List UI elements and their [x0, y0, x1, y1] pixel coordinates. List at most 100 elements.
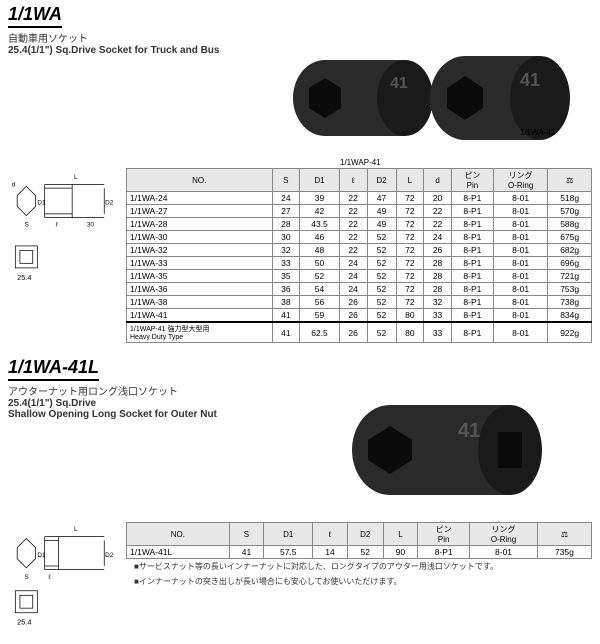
table-cell: 80 [396, 322, 424, 343]
table-row: 1/1WA-353552245272288-P18-01721g [127, 270, 592, 283]
table-cell: 14 [313, 546, 347, 559]
table-cell: 62.5 [300, 322, 340, 343]
note-2: ■インナーナットの突き出しが長い場合にも安心してお使いいただけます。 [126, 574, 592, 589]
table-row: 1/1WA-282843.5224972228-P18-01588g [127, 218, 592, 231]
table-cell: 518g [548, 192, 592, 205]
table-cell: 8-P1 [451, 244, 493, 257]
table-cell: 8-P1 [451, 296, 493, 309]
col-header: D1 [300, 169, 340, 192]
table-cell: 834g [548, 309, 592, 323]
table-cell: 24 [339, 270, 367, 283]
table-cell: 32 [272, 244, 300, 257]
table-cell: 1/1WA-27 [127, 205, 273, 218]
table-cell: 1/1WA-41 [127, 309, 273, 323]
svg-text:30: 30 [87, 222, 95, 229]
table-cell: 49 [367, 218, 396, 231]
table-cell: 57.5 [264, 546, 313, 559]
table-cell: 39 [300, 192, 340, 205]
col-header: リング O-Ring [493, 169, 547, 192]
table-cell: 1/1WA-28 [127, 218, 273, 231]
table-cell: 8-01 [470, 546, 538, 559]
table-cell: 33 [424, 322, 452, 343]
table-cell: 28 [424, 257, 452, 270]
table-cell: 735g [537, 546, 591, 559]
table-cell: 52 [367, 257, 396, 270]
table-cell: 27 [272, 205, 300, 218]
table-cell: 570g [548, 205, 592, 218]
img-label-2: 1/1WA-41 [520, 128, 555, 137]
table-cell: 8-01 [493, 283, 547, 296]
table-cell: 41 [229, 546, 263, 559]
table-cell: 24 [339, 283, 367, 296]
table-cell: 72 [396, 218, 424, 231]
col-header: S [229, 523, 263, 546]
table-cell: 8-P1 [451, 270, 493, 283]
table-cell: 22 [339, 231, 367, 244]
table-cell: 52 [367, 309, 396, 323]
table-cell: 41 [272, 322, 300, 343]
table-cell: 30 [272, 231, 300, 244]
table-cell: 8-P1 [451, 257, 493, 270]
col-header: ピン Pin [451, 169, 493, 192]
table-cell: 72 [396, 192, 424, 205]
table-cell: 588g [548, 218, 592, 231]
socket-image-3: 41 [340, 382, 560, 512]
col-header: L [396, 169, 424, 192]
table-cell: 8-P1 [451, 218, 493, 231]
table-cell: 72 [396, 283, 424, 296]
table-cell: 35 [272, 270, 300, 283]
table-cell: 24 [424, 231, 452, 244]
svg-text:L: L [74, 526, 78, 533]
table-cell: 72 [396, 231, 424, 244]
diagram-2: S D1 D2 L ℓ 25.4 [8, 522, 118, 634]
table-cell: 8-P1 [451, 283, 493, 296]
table-cell: 26 [339, 309, 367, 323]
table-cell: 26 [339, 322, 367, 343]
spec-table-1: NO.SD1ℓD2Ldピン Pinリング O-Ring⚖ 1/1WA-24243… [126, 168, 592, 343]
spec-table-2: NO.SD1ℓD2Lピン Pinリング O-Ring⚖ 1/1WA-41L415… [126, 522, 592, 559]
table-cell: 80 [396, 309, 424, 323]
col-header: ℓ [339, 169, 367, 192]
col-header: ℓ [313, 523, 347, 546]
col-header: ⚖ [548, 169, 592, 192]
table-cell: 8-01 [493, 309, 547, 323]
col-header: L [383, 523, 417, 546]
table-cell: 738g [548, 296, 592, 309]
table-row: 1/1WA-242439224772208-P18-01518g [127, 192, 592, 205]
table-cell: 1/1WAP-41 強力型大型用 Heavy Duty Type [127, 322, 273, 343]
table-cell: 8-01 [493, 192, 547, 205]
svg-text:D1: D1 [37, 200, 46, 207]
col-header: D1 [264, 523, 313, 546]
table-cell: 1/1WA-30 [127, 231, 273, 244]
table-cell: 1/1WA-41L [127, 546, 230, 559]
col-header: S [272, 169, 300, 192]
title-2: 1/1WA-41L [8, 357, 99, 381]
table-row: 1/1WA-414159265280338-P18-01834g [127, 309, 592, 323]
socket-image-2: 41 [420, 28, 580, 158]
table-cell: 1/1WA-33 [127, 257, 273, 270]
subtitle-en-2a: 25.4(1/1") Sq.Drive [8, 398, 217, 409]
table-cell: 72 [396, 270, 424, 283]
note-1: ■サービスナット等の長いインナーナットに対応した、ロングタイプのアウター用浅口ソ… [126, 559, 592, 574]
table-row: 1/1WA-303046225272248-P18-01675g [127, 231, 592, 244]
img-label-1: 1/1WAP-41 [340, 158, 381, 167]
table-row: 1/1WA-41L4157.51452908-P18-01735g [127, 546, 592, 559]
col-header: NO. [127, 523, 230, 546]
table-cell: 47 [367, 192, 396, 205]
table-cell: 72 [396, 205, 424, 218]
table-cell: 22 [424, 218, 452, 231]
table-cell: 753g [548, 283, 592, 296]
content-2: S D1 D2 L ℓ 25.4 NO.SD1ℓD2Lピン Pinリング O-R… [0, 522, 600, 634]
table-cell: 22 [339, 205, 367, 218]
subtitle-en-1: 25.4(1/1") Sq.Drive Socket for Truck and… [8, 45, 219, 56]
table-cell: 52 [367, 270, 396, 283]
table-cell: 72 [396, 257, 424, 270]
table-cell: 72 [396, 296, 424, 309]
table-row: 1/1WA-333350245272288-P18-01696g [127, 257, 592, 270]
table-cell: 32 [424, 296, 452, 309]
table-cell: 28 [272, 218, 300, 231]
table-cell: 28 [424, 283, 452, 296]
col-header: ⚖ [537, 523, 591, 546]
svg-text:D2: D2 [105, 552, 114, 559]
svg-text:D2: D2 [105, 200, 114, 207]
